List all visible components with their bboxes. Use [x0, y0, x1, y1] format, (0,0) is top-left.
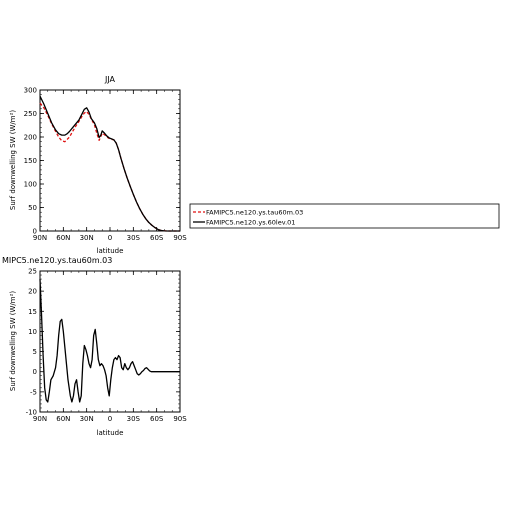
top-ytick-label: 100 [24, 181, 37, 189]
top-xtick-label: 90S [173, 234, 187, 242]
top-series-line-2 [39, 95, 180, 232]
top-ytick-label: 150 [24, 157, 37, 165]
top-ytick-label: 0 [33, 228, 37, 236]
top-xtick-label: 60S [150, 234, 164, 242]
bottom-ytick-label: -5 [30, 388, 37, 396]
top-series-group [39, 95, 180, 232]
bottom-y-axis-label: Surf downwelling SW (W/m²) [9, 291, 17, 392]
legend-box [189, 203, 500, 229]
top-x-axis: 90N 60N 30N 0 30S 60S 90S [33, 90, 187, 242]
bottom-xtick-label: 30N [80, 415, 94, 423]
bottom-ytick-label: 5 [33, 348, 37, 356]
bottom-series-line-1 [39, 279, 180, 403]
bottom-xtick-label: 60N [56, 415, 70, 423]
top-series-line-1 [39, 102, 180, 232]
legend-label-series-1: FAMIPC5.ne120.ys.tau60m.03 [206, 209, 303, 217]
top-xtick-label: 0 [108, 234, 112, 242]
bottom-chart-title: MIPC5.ne120.ys.tau60m.03 [2, 256, 112, 265]
bottom-series-group [39, 279, 180, 403]
top-xtick-label: 60N [56, 234, 70, 242]
bottom-ytick-label: -10 [26, 409, 37, 417]
top-xtick-label: 30N [80, 234, 94, 242]
bottom-xtick-label: 60S [150, 415, 164, 423]
top-ytick-label: 300 [24, 87, 37, 95]
bottom-xtick-label: 0 [108, 415, 112, 423]
top-ytick-label: 250 [24, 110, 37, 118]
bottom-ytick-label: 20 [28, 288, 37, 296]
bottom-ytick-label: 0 [33, 368, 37, 376]
top-plot-frame [39, 89, 181, 232]
bottom-ytick-label: 25 [28, 268, 37, 276]
bottom-x-axis-label: latitude [97, 429, 124, 437]
top-ytick-label: 50 [28, 204, 37, 212]
top-chart-title: JJA [104, 75, 116, 84]
legend: FAMIPC5.ne120.ys.tau60m.03 FAMIPC5.ne120… [189, 203, 500, 229]
bottom-panel: MIPC5.ne120.ys.tau60m.03 -10 -5 0 5 10 15 20 25… [2, 256, 187, 437]
top-y-axis-label: Surf downwelling SW (W/m²) [9, 110, 17, 211]
legend-label-series-2: FAMIPC5.ne120.ys.60lev.01 [206, 219, 295, 227]
bottom-xtick-label: 90S [173, 415, 187, 423]
top-x-axis-label: latitude [97, 247, 124, 255]
bottom-y-axis: -10 -5 0 5 10 15 20 25 [26, 268, 180, 417]
top-xtick-label: 90N [33, 234, 47, 242]
bottom-xtick-label: 90N [33, 415, 47, 423]
bottom-ytick-label: 10 [28, 328, 37, 336]
top-ytick-label: 200 [24, 134, 37, 142]
top-xtick-label: 30S [127, 234, 141, 242]
bottom-ytick-label: 15 [28, 308, 37, 316]
top-y-axis: 0 50 100 150 200 250 300 [24, 87, 180, 236]
bottom-xtick-label: 30S [127, 415, 141, 423]
bottom-x-axis: 90N 60N 30N 0 30S 60S 90S [33, 271, 187, 423]
